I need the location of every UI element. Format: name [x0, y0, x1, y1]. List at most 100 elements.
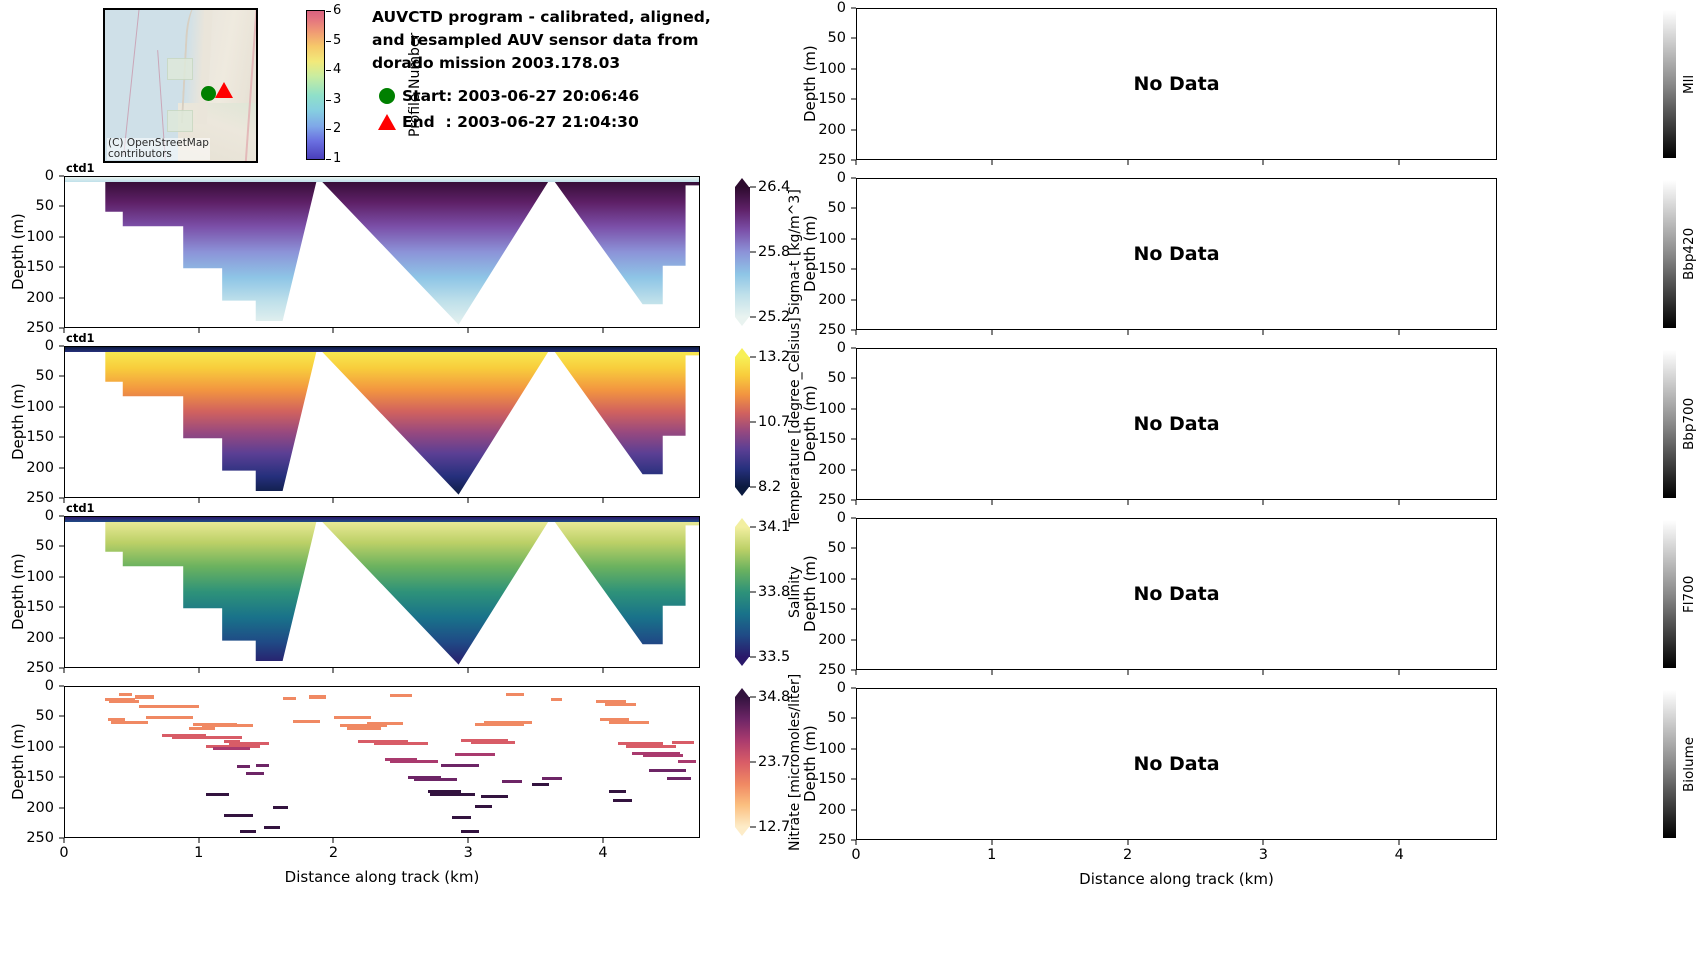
map-start-marker: [201, 86, 216, 101]
depth-ticklabel: 250: [26, 490, 54, 506]
depth-ticklabel: 250: [818, 832, 846, 848]
nitrate-streak: [407, 775, 442, 779]
colorbar-ticklabel: 33.5: [758, 649, 791, 665]
depth-ticklabel: 0: [44, 168, 54, 184]
distance-tickmark: [855, 670, 857, 675]
nitrate-streak: [145, 715, 193, 719]
grayscale-colorbar-2: [1663, 350, 1676, 498]
depth-ticklabel: 100: [818, 740, 846, 757]
distance-axis-label-right: Distance along track (km): [1079, 870, 1274, 888]
section-panel-temperature[interactable]: [64, 346, 700, 498]
colorbar-tickmark: [750, 591, 756, 593]
nitrate-streak: [109, 700, 139, 704]
depth-ticklabel: 0: [836, 170, 846, 186]
colorbar-salinity: 34.1 33.8 33.5: [735, 518, 790, 666]
depth-axis-label-right: Depth (m): [801, 725, 819, 803]
grayscale-colorbar-0: [1663, 10, 1676, 158]
colorbar-cap-top: [735, 178, 749, 187]
depth-ticklabel: 200: [26, 629, 54, 646]
depth-tickmark: [851, 329, 856, 331]
colorbar-tickmark: [750, 526, 756, 528]
figure-title-line-2: and resampled AUV sensor data from: [372, 30, 699, 49]
nodata-panel-2[interactable]: No Data: [856, 348, 1497, 500]
distance-tickmark: [602, 328, 604, 333]
nitrate-streak: [501, 780, 522, 784]
section-panel-sigma-t[interactable]: [64, 176, 700, 328]
distance-ticklabel: 3: [463, 845, 473, 861]
depth-tickmark: [851, 717, 856, 719]
section-panel-nitrate[interactable]: [64, 686, 700, 838]
nitrate-streak: [236, 765, 251, 769]
profile-number-tickmark: [326, 40, 331, 42]
distance-tickmark: [602, 668, 604, 673]
depth-ticklabel: 150: [818, 601, 846, 618]
distance-tickmark: [1398, 500, 1400, 505]
section-fill: [105, 347, 699, 495]
nitrate-streak: [188, 726, 216, 730]
nodata-panel-4[interactable]: No Data: [856, 688, 1497, 840]
nitrate-streak: [672, 741, 694, 745]
depth-tickmark: [59, 375, 64, 377]
profile-number-tickmark: [326, 99, 331, 101]
depth-tickmark: [851, 159, 856, 161]
distance-tickmark: [991, 670, 993, 675]
profile-number-ticklabel: 4: [333, 62, 342, 78]
depth-ticklabel: 100: [818, 230, 846, 247]
nitrate-streak: [532, 783, 549, 787]
depth-tickmark: [59, 205, 64, 207]
distance-tickmark: [467, 498, 469, 503]
nodata-panel-0[interactable]: No Data: [856, 8, 1497, 160]
colorbar-ticklabel: 33.8: [758, 584, 791, 600]
nitrate-streak: [642, 754, 683, 758]
depth-ticklabel: 50: [35, 198, 54, 215]
nitrate-streak: [282, 696, 297, 700]
distance-tickmark: [198, 328, 200, 333]
nitrate-streak: [206, 792, 229, 796]
section-surface-band: [65, 347, 699, 353]
depth-tickmark: [59, 467, 64, 469]
depth-tickmark: [851, 207, 856, 209]
nitrate-streak: [110, 720, 149, 724]
nitrate-streak: [333, 715, 372, 719]
depth-ticklabel: 50: [827, 710, 846, 727]
panel-title-0: ctd1: [66, 161, 95, 175]
section-fill: [105, 517, 699, 665]
depth-tickmark: [59, 715, 64, 717]
nodata-panel-1[interactable]: No Data: [856, 178, 1497, 330]
nitrate-streak: [427, 790, 462, 794]
colorbar-ticklabel: 25.2: [758, 309, 791, 325]
nitrate-streak: [505, 693, 525, 697]
colorbar-ticklabel: 10.7: [758, 414, 791, 430]
depth-ticklabel: 50: [827, 540, 846, 557]
grayscale-colorbar-label-2: Bbp700: [1681, 397, 1697, 451]
depth-ticklabel: 200: [818, 631, 846, 648]
distance-ticklabel: 1: [987, 847, 997, 863]
map-inset[interactable]: (C) OpenStreetMap contributors: [103, 8, 258, 163]
section-data-sigma-t: [65, 177, 699, 327]
colorbar-tickmark: [750, 696, 756, 698]
no-data-message: No Data: [1133, 413, 1220, 435]
depth-tickmark: [851, 299, 856, 301]
depth-ticklabel: 0: [836, 0, 846, 16]
depth-tickmark: [851, 347, 856, 349]
nitrate-streak: [618, 742, 663, 746]
depth-ticklabel: 250: [26, 320, 54, 336]
nodata-panel-3[interactable]: No Data: [856, 518, 1497, 670]
section-panel-salinity[interactable]: [64, 516, 700, 668]
colorbar-ticklabel: 26.4: [758, 179, 791, 195]
nitrate-streak: [595, 700, 627, 704]
nitrate-streak: [212, 747, 251, 751]
depth-ticklabel: 50: [827, 30, 846, 47]
distance-tickmark: [991, 160, 993, 165]
map-attribution: (C) OpenStreetMap contributors: [107, 137, 210, 160]
depth-tickmark: [851, 669, 856, 671]
distance-tickmark: [602, 838, 604, 843]
depth-tickmark: [59, 266, 64, 268]
colorbar-gradient: [735, 187, 750, 317]
depth-tickmark: [851, 238, 856, 240]
depth-axis-label: Depth (m): [9, 213, 27, 291]
nitrate-streak: [384, 757, 417, 761]
colorbar-gradient: [735, 357, 750, 487]
profile-number-tickmark: [326, 129, 331, 131]
nitrate-streak: [239, 829, 256, 833]
